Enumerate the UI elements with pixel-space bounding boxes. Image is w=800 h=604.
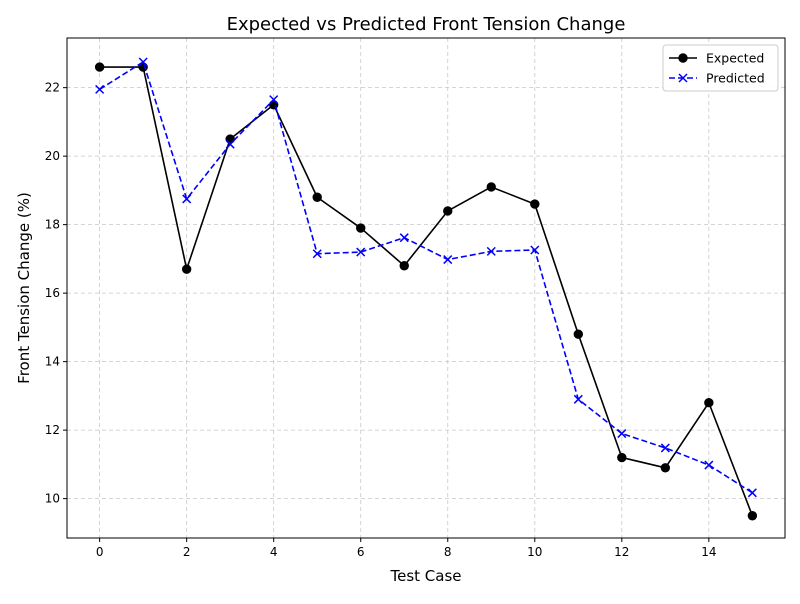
expected-point bbox=[94, 62, 105, 72]
x-axis-label: Test Case bbox=[389, 567, 461, 585]
predicted-point bbox=[617, 429, 627, 439]
x-tick-label: 0 bbox=[96, 545, 104, 559]
expected-point bbox=[530, 199, 540, 209]
expected-point bbox=[573, 329, 584, 339]
x-tick-label: 14 bbox=[701, 545, 716, 559]
expected-point bbox=[443, 206, 453, 216]
y-tick-label: 14 bbox=[45, 355, 60, 369]
legend-box bbox=[662, 44, 779, 92]
predicted-point bbox=[660, 443, 670, 453]
x-tick-label: 6 bbox=[357, 545, 365, 559]
predicted-point bbox=[269, 95, 279, 105]
series-group bbox=[94, 57, 758, 521]
predicted-series bbox=[95, 57, 757, 498]
expected-series bbox=[94, 62, 758, 521]
legend-expected-marker bbox=[678, 53, 688, 63]
expected-point bbox=[617, 452, 627, 463]
plot-area-frame bbox=[66, 37, 786, 539]
predicted-point bbox=[182, 194, 192, 204]
legend-predicted-marker bbox=[678, 73, 688, 83]
predicted-point bbox=[443, 255, 453, 265]
predicted-point bbox=[312, 249, 322, 259]
predicted-point bbox=[573, 394, 583, 404]
predicted-point bbox=[225, 139, 235, 149]
y-axis-label: Front Tension Change (%) bbox=[15, 192, 33, 384]
predicted-point bbox=[138, 57, 148, 67]
y-tick-label: 16 bbox=[45, 286, 60, 300]
x-tick-label: 2 bbox=[183, 545, 191, 559]
expected-point bbox=[747, 511, 758, 521]
y-tick-label: 22 bbox=[45, 81, 60, 95]
predicted-point bbox=[747, 488, 757, 498]
legend-expected-label: Expected bbox=[706, 51, 764, 66]
predicted-point bbox=[486, 246, 496, 256]
predicted-point bbox=[399, 233, 409, 243]
expected-point bbox=[660, 463, 671, 473]
predicted-point bbox=[356, 247, 366, 257]
expected-point bbox=[486, 182, 496, 192]
expected-point bbox=[356, 223, 366, 233]
x-tick-label: 12 bbox=[614, 545, 629, 559]
legend-predicted-label: Predicted bbox=[706, 71, 765, 86]
x-tick-label: 10 bbox=[527, 545, 542, 559]
x-tick-label: 4 bbox=[270, 545, 278, 559]
chart-title: Expected vs Predicted Front Tension Chan… bbox=[227, 14, 626, 35]
legend: Expected Predicted bbox=[662, 44, 779, 92]
predicted-line bbox=[99, 61, 753, 494]
expected-point bbox=[704, 398, 714, 408]
predicted-point bbox=[95, 84, 105, 94]
expected-point bbox=[312, 192, 322, 202]
x-tick-label: 8 bbox=[444, 545, 452, 559]
y-tick-label: 10 bbox=[45, 492, 60, 506]
y-tick-label: 18 bbox=[45, 218, 60, 232]
expected-point bbox=[399, 261, 409, 271]
y-tick-label: 20 bbox=[45, 149, 60, 163]
predicted-point bbox=[704, 460, 714, 470]
expected-line bbox=[99, 66, 754, 517]
y-tick-label: 12 bbox=[45, 423, 60, 437]
axis-ticks: 0 2 4 6 8 10 12 14 10 12 14 16 18 20 22 bbox=[45, 81, 717, 559]
expected-point bbox=[181, 264, 192, 274]
predicted-point bbox=[530, 245, 540, 255]
